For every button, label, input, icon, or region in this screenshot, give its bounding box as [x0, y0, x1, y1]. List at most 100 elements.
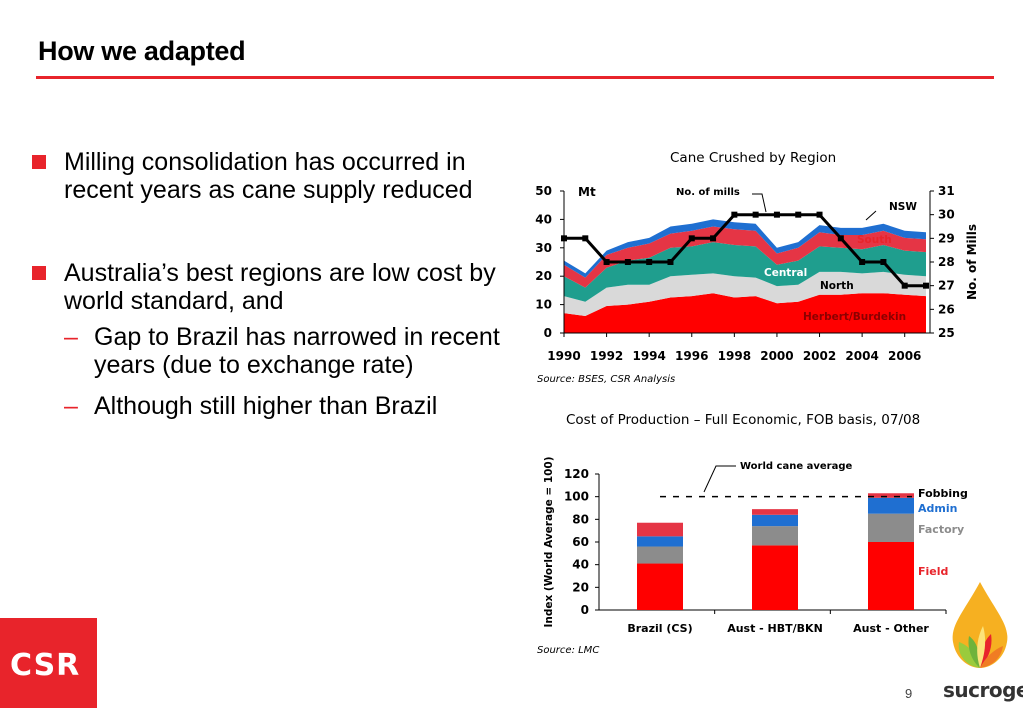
csr-logo-text: CSR [10, 648, 81, 683]
chart2-y-tick-label: 100 [564, 490, 589, 504]
square-bullet-icon [32, 155, 46, 169]
bullet-text: Milling consolidation has occurred in re… [64, 148, 473, 204]
chart2-title: Cost of Production – Full Economic, FOB … [566, 412, 921, 428]
world-average-leader [703, 465, 736, 493]
bar-segment-factory [868, 513, 914, 542]
region-label: Herbert/Burdekin [803, 311, 906, 323]
region-label-leader [865, 210, 877, 221]
mills-callout-leader [752, 193, 767, 213]
x-tick-label: 2006 [888, 349, 921, 363]
mills-point [901, 282, 908, 289]
x-tick-label: 1992 [590, 349, 623, 363]
mills-point [795, 211, 802, 218]
y-tick-label: 0 [544, 326, 552, 340]
csr-logo: CSR [0, 618, 97, 708]
y2-tick-label: 27 [938, 279, 955, 293]
bar-segment-admin [637, 536, 683, 547]
bar-segment-admin [868, 497, 914, 514]
area-nsw [564, 219, 926, 278]
y2-tick-label: 30 [938, 208, 955, 222]
chart2-category-label: Aust - Other [853, 622, 929, 635]
bullet-text: Australia’s best regions are low cost by… [64, 259, 496, 315]
chart1-source: Source: BSES, CSR Analysis [537, 374, 676, 385]
chart2-source: Source: LMC [537, 645, 600, 656]
y2-axis-label: No. of Mills [965, 224, 979, 300]
region-label: North [820, 280, 854, 292]
sub-bullet-item: – Although still higher than Brazil [30, 392, 500, 420]
bar-segment-field [752, 545, 798, 610]
segment-label: Field [918, 565, 948, 578]
region-label: South [857, 234, 892, 246]
mills-point [710, 235, 717, 242]
x-tick-label: 2004 [845, 349, 878, 363]
dash-bullet-icon: – [64, 323, 78, 351]
mills-line [564, 213, 926, 288]
page-number: 9 [905, 686, 913, 701]
mills-point [923, 282, 929, 289]
y2-tick-label: 25 [938, 326, 955, 340]
mills-point [816, 211, 823, 218]
dash-bullet-icon: – [64, 392, 78, 420]
mills-callout-label: No. of mills [676, 187, 740, 198]
mills-point [773, 211, 780, 218]
chart2-y-tick-label: 0 [581, 603, 589, 617]
x-tick-label: 2002 [803, 349, 836, 363]
bar-segment-fobbing [637, 522, 683, 537]
x-tick-label: 1990 [547, 349, 580, 363]
mills-point [752, 211, 759, 218]
mills-point [561, 235, 567, 242]
mills-point [667, 259, 674, 265]
x-tick-label: 1998 [718, 349, 751, 363]
segment-label: Fobbing [918, 487, 968, 500]
y-tick-label: 50 [535, 184, 552, 198]
square-bullet-icon [32, 266, 46, 280]
area-herbert-burdekin [564, 293, 926, 333]
segment-label: Admin [918, 502, 957, 515]
chart1-title: Cane Crushed by Region [670, 150, 837, 166]
y-tick-label: 40 [535, 212, 552, 226]
sub-bullet-text: Although still higher than Brazil [94, 392, 438, 420]
chart2-y-tick-label: 120 [564, 467, 589, 481]
y-unit-label: Mt [578, 185, 596, 199]
x-tick-label: 2000 [760, 349, 793, 363]
bullet-list: Milling consolidation has occurred in re… [30, 148, 500, 420]
chart2-y-axis-label: Index (World Average = 100) [543, 456, 555, 627]
bar-segment-admin [752, 514, 798, 527]
segment-label: Factory [918, 523, 964, 536]
mills-point [646, 259, 653, 265]
chart2-category-label: Brazil (CS) [627, 622, 692, 635]
mills-point [603, 259, 610, 265]
chart2-category-label: Aust - HBT/BKN [727, 622, 823, 635]
chart2-y-tick-label: 20 [572, 580, 589, 594]
bar-segment-factory [637, 546, 683, 564]
x-tick-label: 1996 [675, 349, 708, 363]
mills-point [688, 235, 695, 242]
region-label: Central [764, 267, 807, 279]
y2-tick-label: 26 [938, 302, 955, 316]
bar-segment-field [868, 542, 914, 610]
bullet-item: Australia’s best regions are low cost by… [30, 259, 500, 315]
sucrogen-drop-icon [952, 582, 1008, 668]
bullet-item: Milling consolidation has occurred in re… [30, 148, 500, 204]
sub-bullet-text: Gap to Brazil has narrowed in recent yea… [94, 323, 500, 379]
y-tick-label: 20 [535, 269, 552, 283]
mills-point [582, 235, 589, 242]
mills-point [624, 259, 631, 265]
area-south [564, 226, 926, 288]
y-tick-label: 30 [535, 241, 552, 255]
chart2-y-tick-label: 80 [572, 512, 589, 526]
mills-point [859, 259, 866, 265]
bar-segment-field [637, 563, 683, 610]
chart2-y-tick-label: 60 [572, 535, 589, 549]
y2-tick-label: 31 [938, 184, 955, 198]
region-label: NSW [889, 201, 917, 213]
y2-tick-label: 28 [938, 255, 955, 269]
bar-segment-factory [752, 526, 798, 546]
chart2-y-tick-label: 40 [572, 558, 589, 572]
y-tick-label: 10 [535, 298, 552, 312]
mills-point [731, 211, 738, 218]
title-divider [36, 76, 994, 79]
mills-point [880, 259, 887, 265]
sucrogen-logo-text: sucrogen [943, 678, 1023, 702]
sub-bullet-item: – Gap to Brazil has narrowed in recent y… [30, 323, 500, 379]
